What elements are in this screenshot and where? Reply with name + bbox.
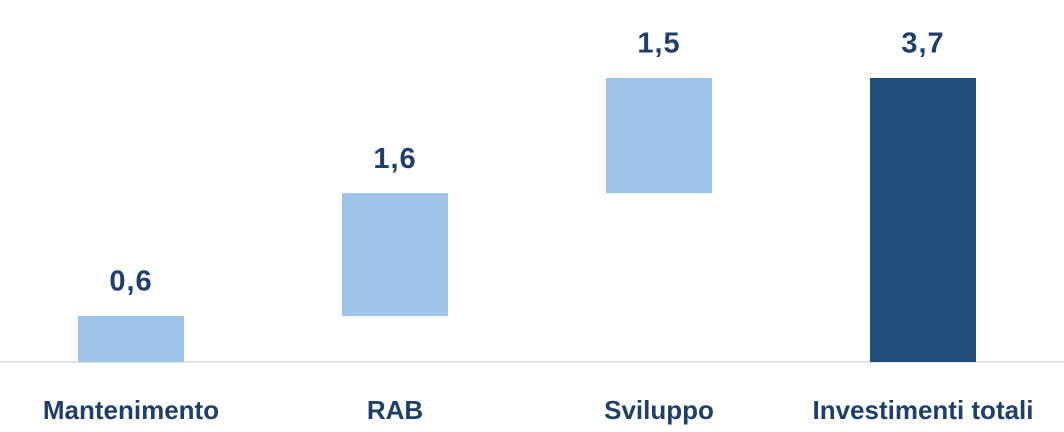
value-label: 0,6: [109, 266, 152, 298]
value-label: 1,6: [373, 143, 416, 175]
bar: [606, 78, 712, 194]
bar: [78, 315, 184, 362]
bar: [342, 193, 448, 316]
value-label: 3,7: [901, 28, 944, 60]
category-label: RAB: [367, 395, 423, 425]
category-label: Mantenimento: [43, 395, 219, 425]
value-label: 1,5: [637, 28, 680, 60]
category-label: Sviluppo: [604, 395, 714, 425]
category-label: Investimenti totali: [812, 395, 1033, 425]
bar: [870, 78, 976, 362]
